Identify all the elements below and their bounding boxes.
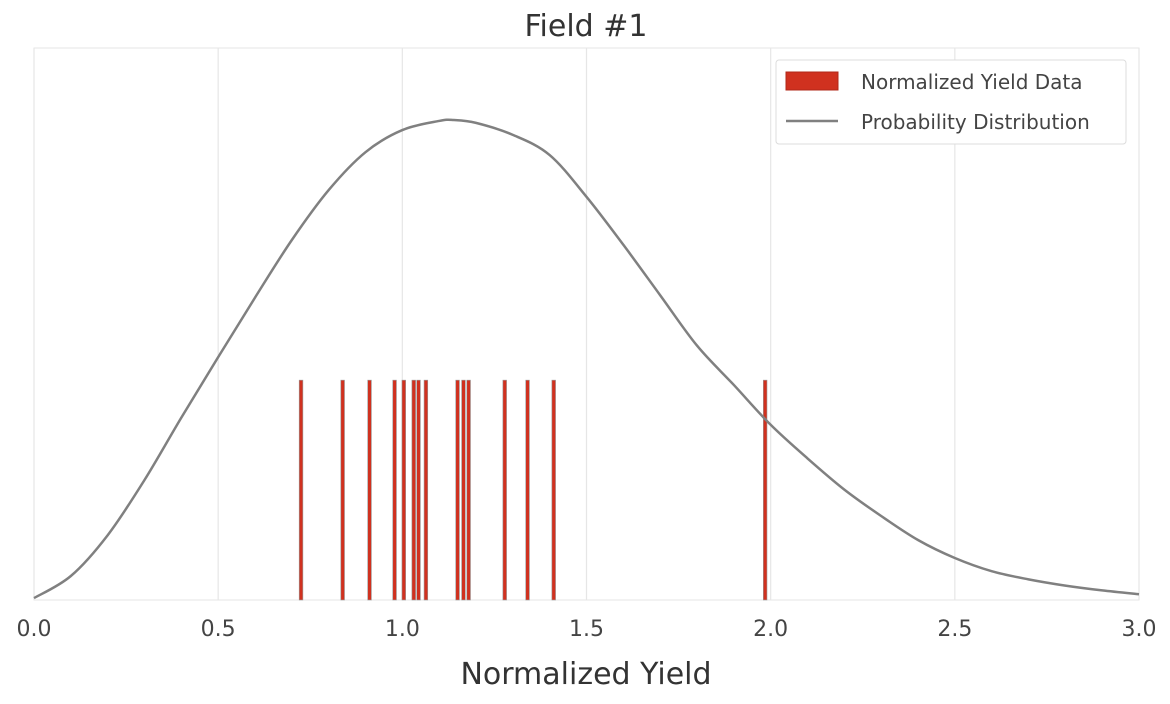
bar [423,379,429,601]
x-axis-label: Normalized Yield [460,657,711,692]
bar [367,379,372,601]
bar [340,379,345,601]
probability-distribution-line [33,118,1140,600]
x-tick-label: 1.5 [569,617,604,642]
bar [298,379,304,601]
x-tick-label: 1.0 [385,617,420,642]
bar [416,379,421,601]
x-tick-labels: 0.0 0.5 1.0 1.5 2.0 2.5 3.0 [17,617,1157,642]
legend-label-line: Probability Distribution [861,110,1090,134]
bar [502,379,507,601]
bar [551,379,556,601]
legend-swatch-bar [785,71,839,91]
bar [392,379,397,601]
bars [298,379,768,601]
x-tick-label: 3.0 [1122,617,1157,642]
x-tick-label: 0.5 [201,617,236,642]
x-tick-label: 2.0 [753,617,788,642]
bar [461,379,466,601]
bar [525,379,530,601]
bar [762,379,768,601]
x-tick-label: 2.5 [937,617,972,642]
chart-title: Field #1 [524,9,647,44]
gridlines [33,48,1140,600]
bar [401,379,406,601]
legend-label-bar: Normalized Yield Data [861,70,1083,94]
bar [466,379,471,601]
bar [455,379,460,601]
legend: Normalized Yield Data Probability Distri… [775,59,1127,145]
x-tick-label: 0.0 [17,617,52,642]
legend-box [775,59,1127,145]
bar [411,379,416,601]
